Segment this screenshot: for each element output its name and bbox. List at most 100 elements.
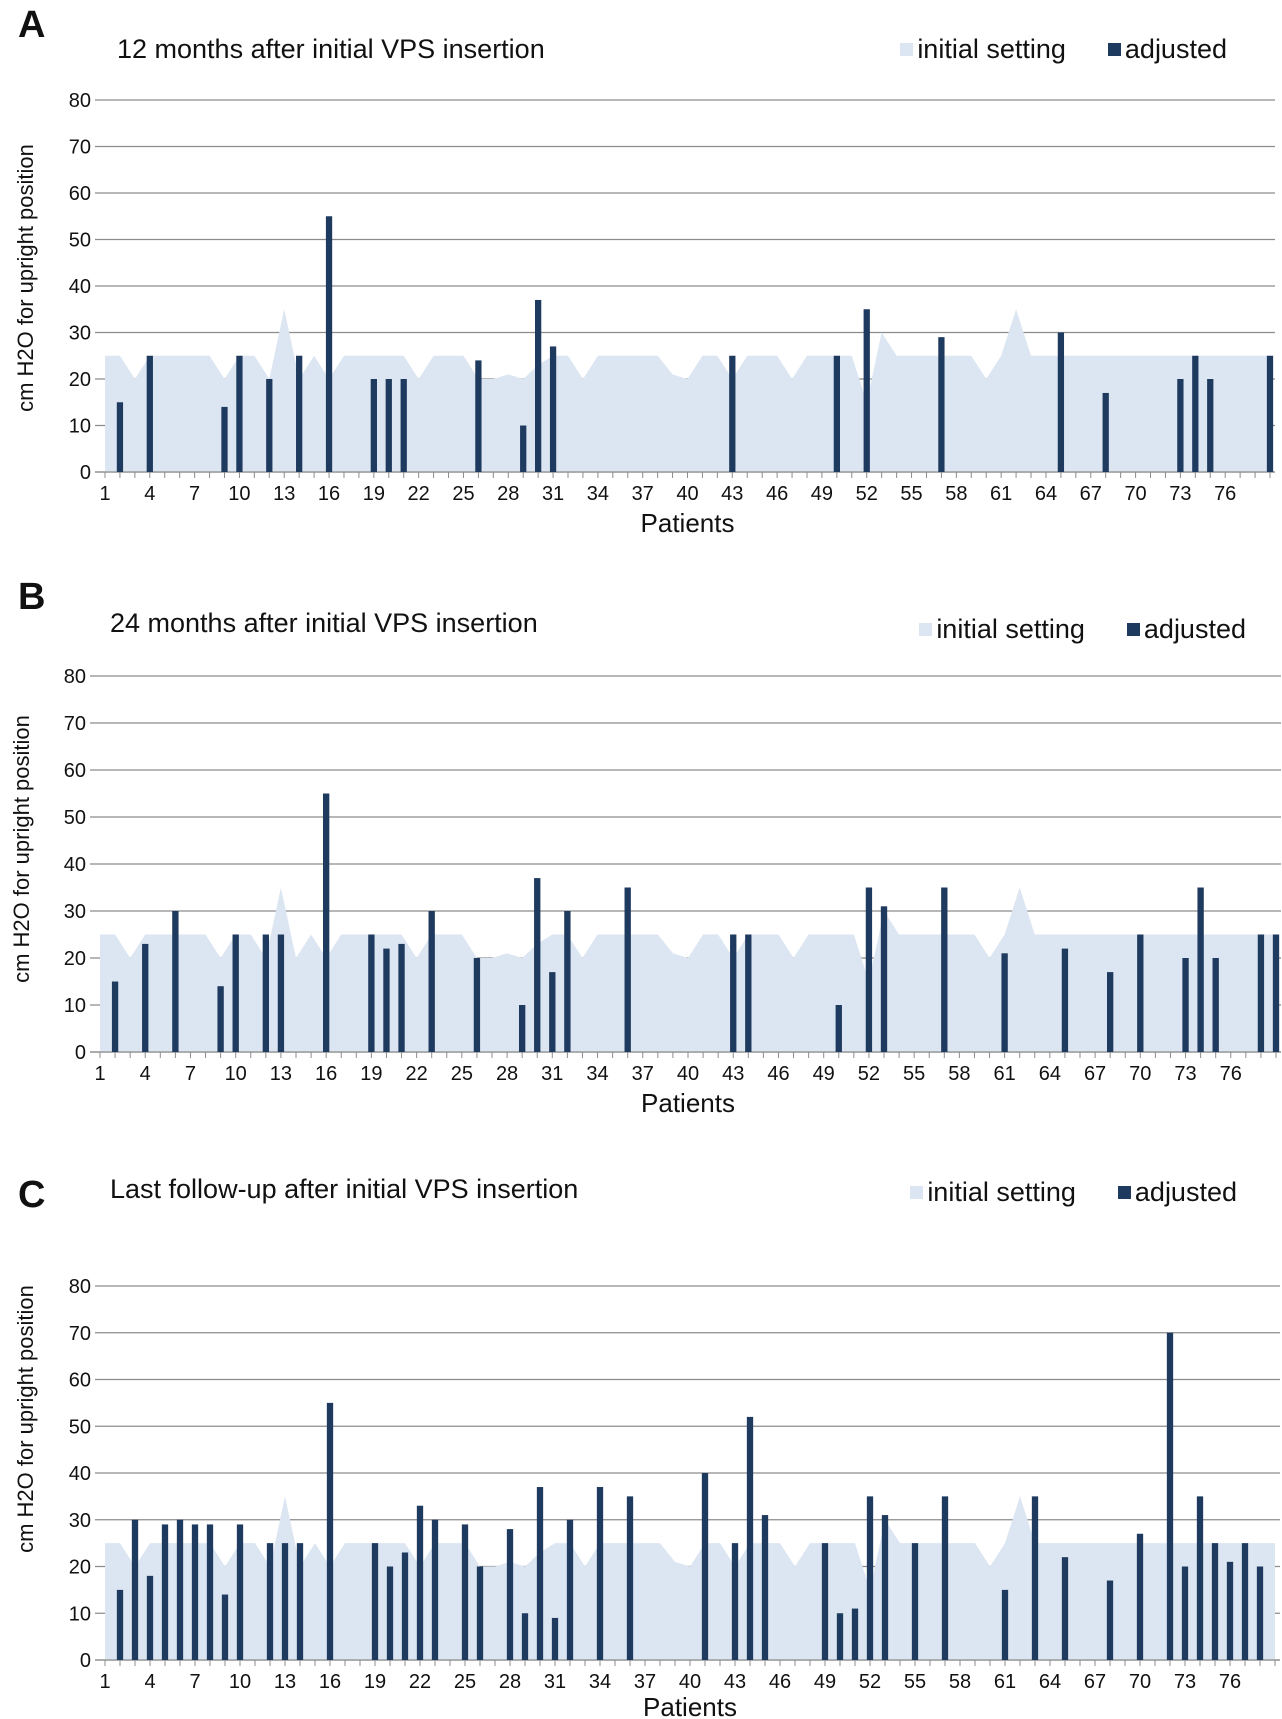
bar-adjusted xyxy=(836,1613,844,1660)
x-tick-label: 61 xyxy=(993,1063,1015,1085)
bar-adjusted xyxy=(266,1543,274,1660)
y-tick-label: 30 xyxy=(69,1510,91,1532)
bar-adjusted xyxy=(431,1519,439,1660)
chart-title: 24 months after initial VPS insertion xyxy=(110,608,538,638)
y-tick-label: 70 xyxy=(69,1323,91,1345)
y-tick-label: 30 xyxy=(64,901,86,923)
x-tick-label: 55 xyxy=(903,1063,925,1085)
legend-label: adjusted xyxy=(1134,1177,1237,1207)
bar-adjusted xyxy=(833,355,840,472)
x-tick-label: 76 xyxy=(1220,1063,1242,1085)
bar-adjusted xyxy=(730,934,737,1052)
bar-adjusted xyxy=(881,1515,889,1660)
bar-adjusted xyxy=(131,1519,139,1660)
bar-adjusted xyxy=(401,1552,409,1660)
bar-adjusted xyxy=(296,1543,304,1660)
bar-adjusted xyxy=(416,1505,424,1660)
x-tick-label: 34 xyxy=(589,1671,611,1693)
plot-area: 0 10 20 30 40 50 60 70 80 1 4 7 10 13 16 19 22 25 28 31 34 37… xyxy=(69,90,1275,538)
legend-label: adjusted xyxy=(1143,614,1246,644)
bar-adjusted xyxy=(368,934,375,1052)
legend-label: initial setting xyxy=(936,614,1085,644)
y-tick-label: 50 xyxy=(69,1416,91,1438)
bar-adjusted xyxy=(217,986,224,1052)
x-tick-label: 1 xyxy=(99,483,110,505)
bar-adjusted xyxy=(549,972,556,1052)
bar-adjusted xyxy=(731,1543,739,1660)
bar-adjusted xyxy=(551,1617,559,1660)
bar-adjusted xyxy=(564,911,571,1052)
y-tick-label: 0 xyxy=(80,462,91,484)
plot-area: 0 10 20 30 40 50 60 70 80 1 4 7 10 13 16 19 22 25 28 31 34 37… xyxy=(64,666,1281,1118)
x-tick-label: 52 xyxy=(858,1063,880,1085)
bar-adjusted xyxy=(866,1496,874,1660)
bar-adjusted xyxy=(1257,934,1265,1052)
bar-adjusted xyxy=(385,379,392,472)
x-tick-label: 40 xyxy=(676,483,698,505)
bar-adjusted xyxy=(880,906,888,1052)
bar-adjusted xyxy=(1177,379,1184,472)
x-tick-label: 19 xyxy=(364,1671,386,1693)
bar-adjusted xyxy=(386,1566,394,1660)
x-tick-label: 76 xyxy=(1214,483,1236,505)
x-tick-label: 7 xyxy=(185,1063,196,1085)
bar-adjusted xyxy=(326,1402,334,1660)
x-tick-label: 52 xyxy=(856,483,878,505)
bar-adjusted xyxy=(549,346,557,472)
x-tick-label: 7 xyxy=(189,1671,200,1693)
y-tick-label: 60 xyxy=(69,183,91,205)
bar-adjusted xyxy=(520,425,527,472)
legend: initial setting adjusted xyxy=(910,1177,1237,1208)
bar-adjusted xyxy=(428,911,435,1052)
y-tick-label: 80 xyxy=(69,1276,91,1298)
x-tick-label: 16 xyxy=(315,1063,337,1085)
x-tick-label: 40 xyxy=(677,1063,699,1085)
bar-adjusted xyxy=(461,1524,469,1660)
x-tick-label: 43 xyxy=(722,1063,744,1085)
bar-adjusted xyxy=(1192,355,1199,472)
x-tick-label: 22 xyxy=(405,1063,427,1085)
y-tick-label: 40 xyxy=(69,1463,91,1485)
bar-adjusted xyxy=(266,379,273,472)
x-tick-label: 73 xyxy=(1174,1063,1196,1085)
bar-adjusted xyxy=(761,1515,769,1660)
x-tick-label: 13 xyxy=(270,1063,292,1085)
bar-adjusted xyxy=(191,1524,199,1660)
y-tick-label: 60 xyxy=(64,760,86,782)
bar-adjusted xyxy=(534,878,541,1052)
x-tick-label: 4 xyxy=(140,1063,151,1085)
plot-area: 0 10 20 30 40 50 60 70 80 1 4 7 10 13 16 19 22 25 28 31 34 37… xyxy=(69,1276,1280,1719)
bar-adjusted xyxy=(161,1524,169,1660)
x-tick-label: 43 xyxy=(724,1671,746,1693)
x-tick-label: 67 xyxy=(1080,483,1102,505)
y-tick-label: 70 xyxy=(69,137,91,159)
series-area-initial-setting xyxy=(105,1496,1275,1660)
x-tick-label: 1 xyxy=(94,1063,105,1085)
bar-adjusted xyxy=(262,934,270,1052)
x-tick-label: 10 xyxy=(225,1063,247,1085)
bar-adjusted xyxy=(941,1496,949,1660)
x-tick-label: 70 xyxy=(1129,1671,1151,1693)
x-tick-label: 73 xyxy=(1169,483,1191,505)
bar-adjusted xyxy=(1061,948,1069,1052)
legend-swatch-adjusted xyxy=(1107,43,1121,56)
bar-adjusted xyxy=(1031,1496,1039,1660)
legend-item-adjusted: adjusted xyxy=(1107,34,1227,65)
x-tick-label: 13 xyxy=(274,1671,296,1693)
x-tick-label: 64 xyxy=(1035,483,1057,505)
x-tick-label: 28 xyxy=(499,1671,521,1693)
x-axis-label: Patients xyxy=(643,1692,737,1719)
series-area-initial-setting xyxy=(100,887,1276,1052)
bar-adjusted xyxy=(745,934,752,1052)
y-tick-label: 80 xyxy=(64,666,86,688)
y-tick-label: 40 xyxy=(64,854,86,876)
legend-item-initial-setting: initial setting xyxy=(919,614,1085,645)
bar-adjusted xyxy=(863,309,870,472)
x-tick-label: 16 xyxy=(318,483,340,505)
x-tick-label: 64 xyxy=(1039,1063,1061,1085)
x-tick-label: 10 xyxy=(229,1671,251,1693)
bar-adjusted xyxy=(1001,953,1008,1052)
x-tick-label: 46 xyxy=(767,1063,789,1085)
bar-adjusted xyxy=(116,1589,124,1660)
bar-adjusted xyxy=(911,1543,919,1660)
